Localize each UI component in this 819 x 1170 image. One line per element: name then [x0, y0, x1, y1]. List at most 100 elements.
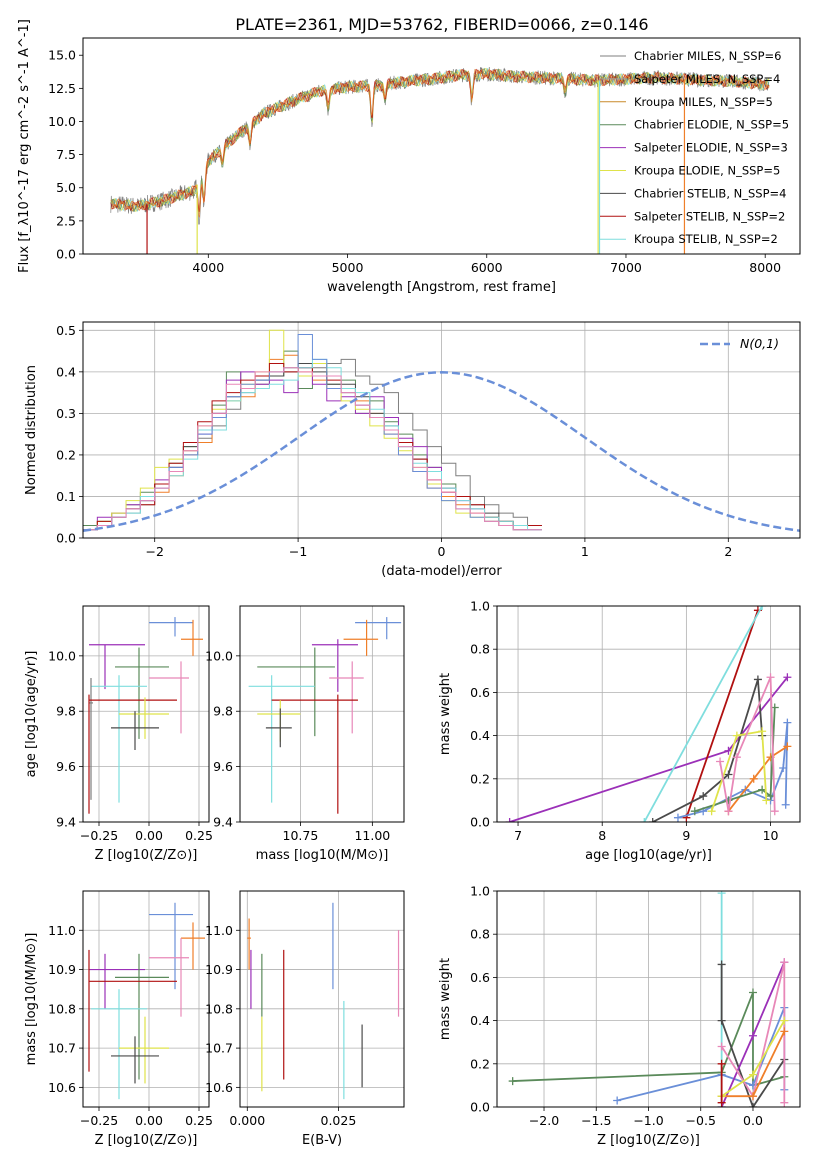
- mass-weight-marker: [505, 818, 514, 822]
- y-tick-label: 0.2: [470, 771, 490, 786]
- legend-label: Kroupa STELIB, N_SSP=2: [634, 232, 778, 246]
- x-tick-label: 0.25: [185, 828, 213, 843]
- mass-weight-marker: [779, 764, 788, 772]
- y-tick-label: 0.0: [470, 815, 490, 830]
- y-tick-label: 10.6: [205, 1080, 233, 1095]
- x-tick-label: −1: [289, 544, 307, 559]
- mass-weight-marker: [717, 1042, 726, 1051]
- y-tick-label: 0.5: [56, 323, 76, 338]
- x-tick-label: 11.00: [354, 828, 390, 843]
- x-tick-label: 0.025: [321, 1113, 357, 1128]
- y-tick-label: 9.4: [213, 815, 233, 830]
- y-tick-label: 9.8: [56, 704, 76, 719]
- panel-8: −2.0 −1.5 −1.0 −0.5 0.0 0.0 0.2 0.4 0.6 0.8 1.0 Z […: [438, 884, 801, 1148]
- mass-weight-marker: [748, 1031, 757, 1040]
- y-tick-label: 0.0: [56, 247, 76, 262]
- panel-2: −2 −1 0 1 2 0.0 0.1 0.2 0.3 0.4 0.5 (data-model)/er…: [24, 321, 801, 579]
- histogram-step-series: [83, 363, 542, 538]
- y-tick-label: 0.6: [470, 970, 490, 985]
- y-tick-label: 0.3: [56, 406, 76, 421]
- y-tick-label: 9.6: [56, 759, 76, 774]
- y-axis-label: mass weight: [438, 958, 453, 1040]
- x-tick-label: 8: [598, 828, 606, 843]
- x-axis-label: age [log10(age/yr)]: [585, 848, 712, 863]
- x-tick-label: 4000: [192, 260, 224, 275]
- mass-weight-marker: [758, 606, 767, 610]
- y-tick-label: 0.0: [56, 531, 76, 546]
- axes-frame: [239, 890, 405, 1108]
- mass-weight-marker: [724, 770, 733, 779]
- x-tick-label: 7000: [610, 260, 642, 275]
- x-tick-label: −1.5: [581, 1113, 611, 1128]
- y-tick-label: 9.6: [213, 759, 233, 774]
- x-tick-label: 0.00: [135, 828, 163, 843]
- mass-weight-marker: [699, 792, 708, 801]
- plot-area: [247, 902, 400, 1100]
- spectrum-legend: Chabrier MILES, N_SSP=6 Salpeter MILES, N…: [600, 49, 789, 246]
- y-axis-label: age [log10(age/yr)]: [24, 651, 39, 778]
- mass-weight-line: [509, 676, 789, 822]
- axes-frame: [82, 37, 801, 255]
- mass-weight-marker: [753, 675, 762, 684]
- mass-weight-marker: [748, 988, 757, 997]
- x-tick-label: −1.0: [633, 1113, 663, 1128]
- plot-area: [83, 329, 800, 538]
- plot-area: [248, 617, 402, 814]
- y-tick-label: 10.9: [205, 962, 233, 977]
- legend-label: Kroupa ELODIE, N_SSP=5: [634, 164, 780, 178]
- y-tick-label: 0.6: [470, 685, 490, 700]
- mass-weight-line: [643, 606, 763, 822]
- mass-weight-marker: [732, 731, 741, 740]
- y-tick-label: 5.0: [56, 180, 76, 195]
- y-tick-label: 2.5: [56, 213, 76, 228]
- mass-weight-marker: [640, 818, 649, 822]
- mass-weight-marker: [748, 1103, 757, 1107]
- y-tick-label: 12.5: [48, 81, 76, 96]
- x-tick-label: 0.000: [229, 1113, 265, 1128]
- y-tick-label: 1.0: [470, 884, 490, 899]
- x-tick-label: 6000: [471, 260, 503, 275]
- x-tick-label: 10: [763, 828, 779, 843]
- y-tick-label: 10.0: [48, 114, 76, 129]
- mass-weight-marker: [717, 891, 726, 898]
- x-tick-label: 0: [438, 544, 446, 559]
- x-tick-label: 0.25: [185, 1113, 213, 1128]
- mass-weight-marker: [783, 673, 792, 682]
- axes-frame: [239, 605, 405, 823]
- y-tick-label: 10.0: [48, 648, 76, 663]
- plot-area: [88, 617, 203, 814]
- y-tick-label: 15.0: [48, 48, 76, 63]
- axes-frame: [496, 605, 801, 823]
- legend-label: N(0,1): [740, 336, 779, 351]
- x-tick-label: 8000: [749, 260, 781, 275]
- mass-weight-marker: [724, 807, 733, 816]
- x-axis-label: (data-model)/error: [381, 564, 502, 579]
- y-tick-label: 0.2: [56, 447, 76, 462]
- mass-weight-marker: [758, 727, 767, 736]
- y-tick-label: 10.7: [48, 1041, 76, 1056]
- histogram-step-series: [83, 363, 542, 538]
- axes-frame: [82, 605, 210, 823]
- x-tick-label: 2: [724, 544, 732, 559]
- y-tick-label: 0.8: [470, 927, 490, 942]
- y-tick-label: 0.4: [470, 728, 490, 743]
- panel-1: 4000 5000 6000 7000 8000 0.0 2.5 5.0 7.5 10.0 12.5…: [17, 19, 801, 295]
- mass-weight-line: [710, 730, 768, 812]
- x-tick-label: −2: [145, 544, 163, 559]
- y-axis-label: mass [log10(M/M⊙)]: [24, 933, 39, 1066]
- mass-weight-marker: [748, 1092, 757, 1101]
- legend-label: Chabrier STELIB, N_SSP=4: [634, 186, 786, 200]
- mass-weight-line: [652, 679, 764, 822]
- plot-area: [508, 891, 789, 1107]
- x-axis-label: Z [log10(Z/Z⊙)]: [597, 1133, 700, 1148]
- y-tick-label: 9.4: [56, 815, 76, 830]
- mass-weight-marker: [707, 807, 716, 816]
- x-axis-label: wavelength [Angstrom, rest frame]: [327, 280, 556, 295]
- x-tick-label: 7: [514, 828, 522, 843]
- gaussian-reference-line: [83, 371, 800, 532]
- plot-area: [110, 66, 770, 254]
- mass-weight-marker: [781, 800, 790, 809]
- x-tick-label: −0.25: [80, 828, 118, 843]
- panel-6: −0.25 0.00 0.25 10.6 10.7 10.8 10.9 11.0 Z [log1…: [24, 890, 213, 1148]
